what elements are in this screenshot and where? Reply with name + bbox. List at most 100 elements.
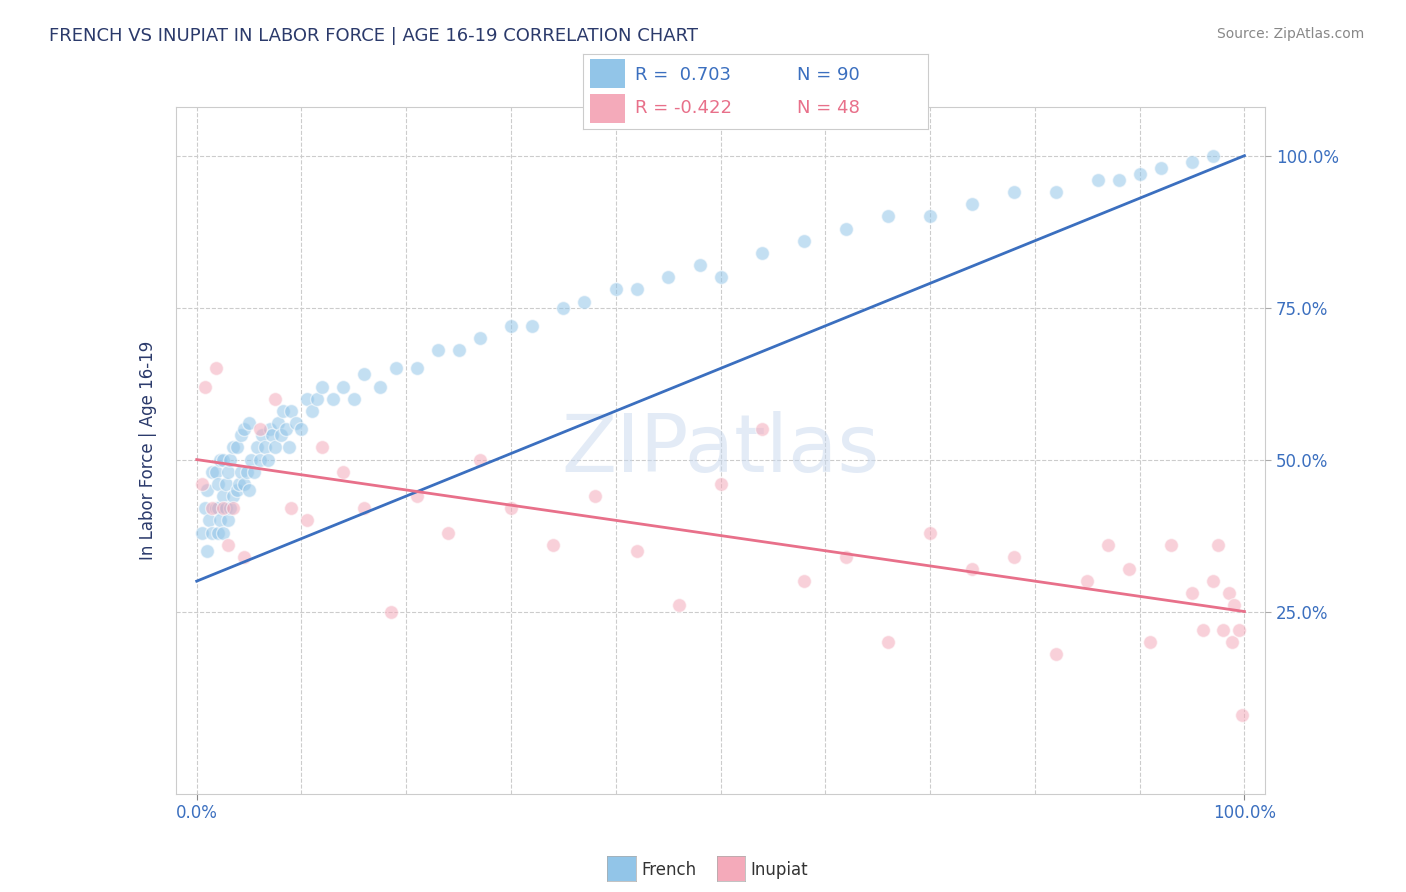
Point	[195, 483, 218, 497]
Point	[229, 428, 252, 442]
Point	[198, 513, 221, 527]
Point	[219, 501, 242, 516]
Point	[212, 452, 235, 467]
Point	[499, 501, 522, 516]
Point	[264, 441, 287, 455]
Point	[877, 635, 900, 649]
Point	[1232, 707, 1254, 722]
Point	[201, 465, 224, 479]
Point	[225, 441, 247, 455]
Point	[285, 416, 308, 430]
Point	[249, 422, 271, 436]
Point	[238, 416, 260, 430]
FancyBboxPatch shape	[591, 95, 624, 123]
Point	[253, 441, 276, 455]
Point	[1191, 623, 1213, 637]
Point	[204, 465, 226, 479]
Point	[240, 452, 263, 467]
Point	[499, 318, 522, 333]
Point	[228, 476, 250, 491]
Point	[219, 452, 242, 467]
Point	[322, 392, 344, 406]
Point	[207, 501, 229, 516]
Point	[574, 294, 596, 309]
Point	[232, 476, 254, 491]
Point	[626, 543, 648, 558]
Point	[793, 234, 815, 248]
Point	[605, 282, 627, 296]
Point	[1002, 549, 1025, 564]
Point	[960, 562, 983, 576]
Point	[295, 392, 318, 406]
Point	[920, 210, 942, 224]
FancyBboxPatch shape	[591, 59, 624, 87]
Point	[468, 331, 491, 345]
Point	[1139, 635, 1161, 649]
Point	[311, 379, 333, 393]
Point	[332, 379, 354, 393]
Point	[277, 441, 299, 455]
Point	[295, 513, 318, 527]
Point	[262, 428, 284, 442]
Text: R = -0.422: R = -0.422	[636, 99, 733, 117]
Point	[222, 489, 245, 503]
Point	[204, 501, 226, 516]
Point	[1218, 586, 1240, 600]
Point	[920, 525, 942, 540]
Point	[1045, 647, 1067, 661]
Point	[353, 501, 375, 516]
Point	[229, 465, 252, 479]
Point	[437, 525, 460, 540]
Point	[1108, 173, 1130, 187]
Point	[689, 258, 711, 272]
Point	[1202, 149, 1225, 163]
Point	[307, 392, 329, 406]
Point	[267, 416, 290, 430]
Point	[236, 465, 259, 479]
Point	[751, 422, 773, 436]
Point	[264, 392, 287, 406]
Point	[835, 221, 858, 235]
Point	[195, 543, 218, 558]
Point	[1181, 586, 1204, 600]
Text: Inupiat: Inupiat	[751, 861, 808, 879]
Point	[270, 428, 292, 442]
Point	[1206, 538, 1229, 552]
Point	[447, 343, 470, 358]
Point	[1097, 538, 1119, 552]
Point	[207, 525, 229, 540]
Point	[426, 343, 449, 358]
Point	[1045, 185, 1067, 199]
Point	[301, 404, 323, 418]
Point	[222, 501, 245, 516]
Point	[201, 501, 224, 516]
Point	[217, 465, 239, 479]
Point	[222, 441, 245, 455]
Point	[232, 549, 254, 564]
Point	[208, 452, 231, 467]
Point	[751, 246, 773, 260]
Point	[1118, 562, 1140, 576]
Point	[520, 318, 543, 333]
Point	[1002, 185, 1025, 199]
Point	[668, 599, 690, 613]
Point	[191, 476, 214, 491]
Point	[1129, 167, 1152, 181]
Point	[215, 476, 238, 491]
Point	[249, 452, 271, 467]
Text: N = 48: N = 48	[797, 99, 860, 117]
Point	[212, 489, 235, 503]
Point	[368, 379, 391, 393]
Point	[380, 605, 402, 619]
Point	[384, 361, 406, 376]
Point	[274, 422, 297, 436]
Point	[208, 513, 231, 527]
Point	[271, 404, 294, 418]
Point	[207, 476, 229, 491]
Point	[405, 489, 427, 503]
Point	[405, 361, 427, 376]
Point	[201, 525, 224, 540]
Point	[960, 197, 983, 211]
Point	[1227, 623, 1250, 637]
Point	[217, 538, 239, 552]
